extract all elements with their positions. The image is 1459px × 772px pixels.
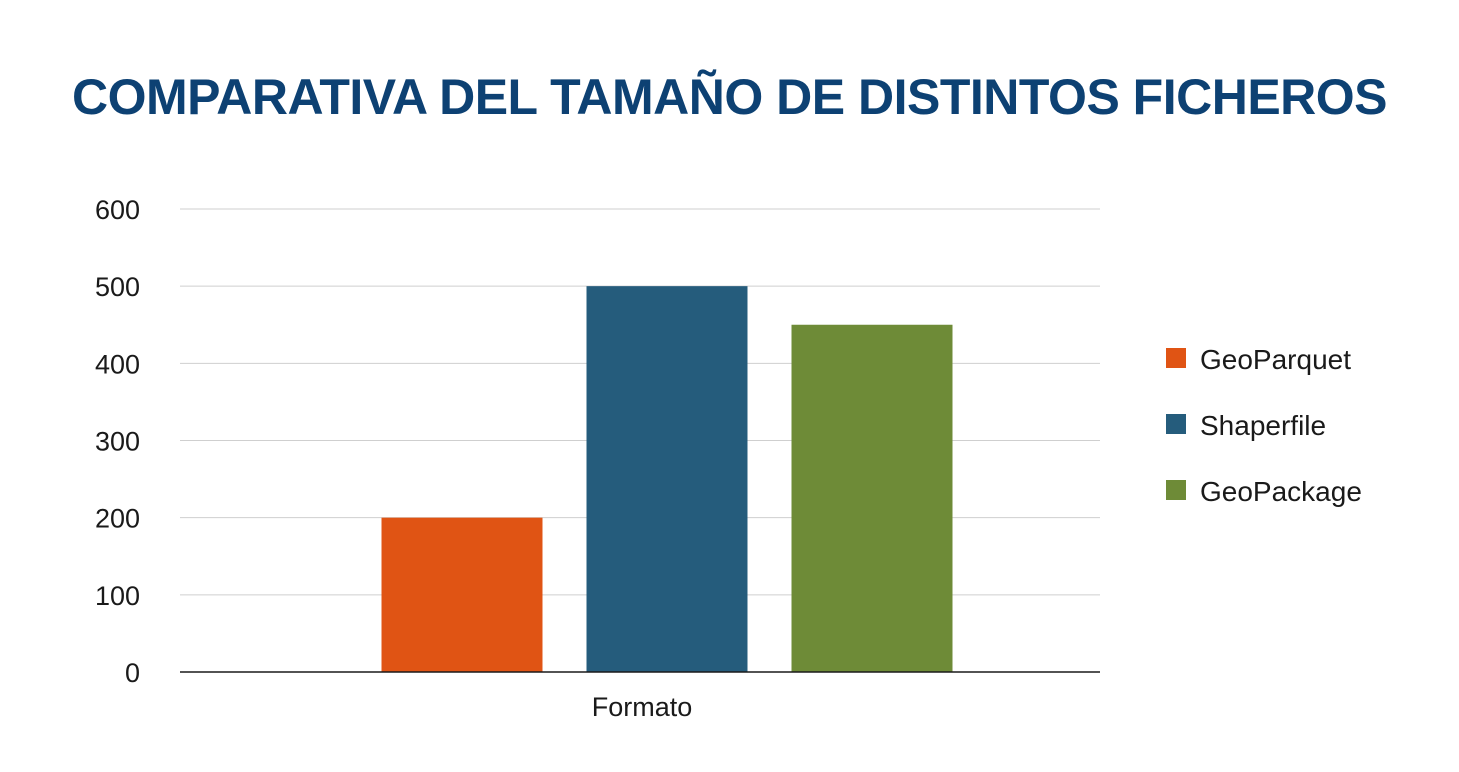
legend-swatch-geopackage (1166, 480, 1186, 500)
bar-shaperfile (586, 286, 748, 672)
y-axis-ticks: 0 100 200 300 400 500 600 (95, 195, 140, 688)
y-tick-label: 500 (95, 272, 140, 302)
y-tick-label: 0 (125, 658, 140, 688)
x-category-label: Formato (592, 692, 693, 722)
y-tick-label: 600 (95, 195, 140, 225)
y-tick-label: 300 (95, 427, 140, 457)
legend-label-geoparquet: GeoParquet (1200, 344, 1351, 375)
y-tick-label: 400 (95, 349, 140, 379)
legend-swatch-geoparquet (1166, 348, 1186, 368)
bars (381, 286, 953, 672)
legend: GeoParquet Shaperfile GeoPackage (1166, 344, 1362, 507)
bar-geoparquet (381, 517, 543, 672)
x-axis-labels: Formato (592, 692, 693, 722)
y-tick-label: 100 (95, 581, 140, 611)
legend-swatch-shaperfile (1166, 414, 1186, 434)
y-tick-label: 200 (95, 504, 140, 534)
legend-label-geopackage: GeoPackage (1200, 476, 1362, 507)
bar-geopackage (791, 324, 953, 672)
chart-title: COMPARATIVA DEL TAMAÑO DE DISTINTOS FICH… (71, 69, 1388, 125)
legend-label-shaperfile: Shaperfile (1200, 410, 1326, 441)
